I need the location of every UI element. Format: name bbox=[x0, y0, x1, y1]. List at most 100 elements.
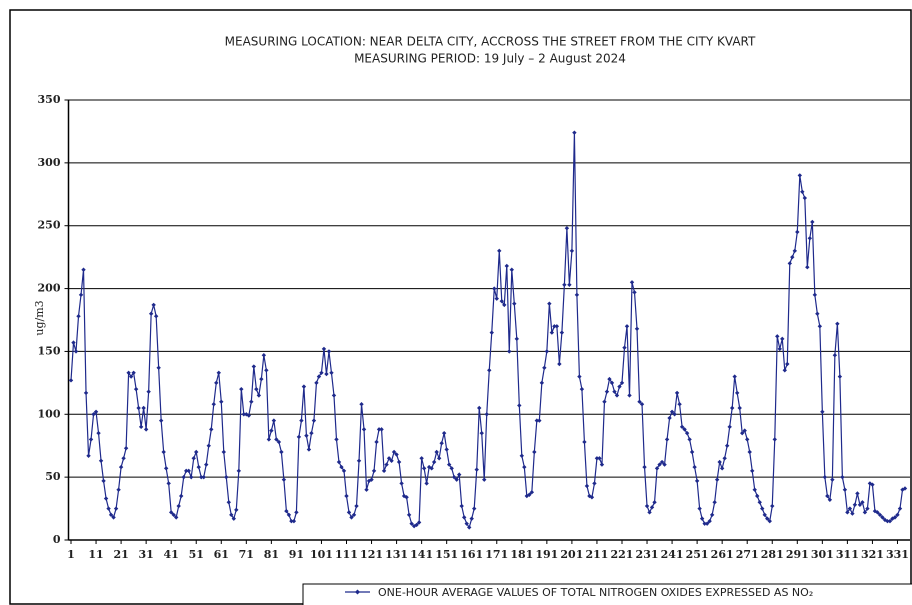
x-tick-label: 51 bbox=[189, 548, 204, 561]
data-point bbox=[349, 515, 354, 520]
data-point bbox=[544, 349, 550, 354]
data-point bbox=[301, 384, 307, 389]
data-point bbox=[379, 427, 384, 432]
y-tick-label: 300 bbox=[38, 156, 61, 169]
data-point bbox=[467, 525, 472, 530]
x-tick-label: 251 bbox=[686, 548, 709, 561]
x-tick-label: 111 bbox=[335, 548, 358, 561]
data-point bbox=[431, 459, 437, 465]
x-tick-label: 211 bbox=[585, 548, 608, 561]
data-point bbox=[657, 462, 662, 467]
x-tick-label: 281 bbox=[761, 548, 784, 561]
data-point bbox=[441, 430, 447, 436]
data-point bbox=[241, 412, 247, 417]
y-tick-label: 350 bbox=[38, 93, 61, 106]
data-point bbox=[341, 468, 347, 474]
data-point bbox=[709, 512, 715, 518]
data-point bbox=[406, 512, 412, 518]
data-point bbox=[860, 500, 865, 505]
data-point bbox=[326, 349, 332, 354]
data-point bbox=[239, 386, 244, 392]
data-point bbox=[419, 456, 424, 461]
x-tick-label: 271 bbox=[736, 548, 759, 561]
data-point bbox=[559, 330, 565, 335]
data-point bbox=[359, 402, 364, 407]
data-point bbox=[136, 405, 141, 411]
data-point bbox=[133, 386, 139, 392]
data-point bbox=[236, 468, 242, 474]
data-point bbox=[191, 456, 196, 461]
data-point bbox=[679, 424, 685, 430]
data-point bbox=[376, 427, 382, 432]
data-point bbox=[168, 510, 174, 515]
data-point bbox=[599, 462, 605, 467]
data-point bbox=[607, 376, 612, 382]
data-point bbox=[689, 449, 695, 455]
x-tick-label: 311 bbox=[836, 548, 859, 561]
data-point bbox=[569, 248, 575, 254]
data-point bbox=[837, 374, 843, 379]
data-point bbox=[787, 261, 792, 266]
data-point bbox=[852, 502, 858, 507]
data-point bbox=[729, 405, 735, 411]
data-point bbox=[381, 468, 387, 474]
data-point bbox=[354, 503, 359, 509]
data-point bbox=[329, 370, 334, 375]
data-point bbox=[81, 267, 86, 272]
data-point bbox=[742, 428, 747, 433]
data-point bbox=[842, 487, 848, 492]
data-point bbox=[887, 518, 893, 524]
data-point bbox=[509, 267, 514, 272]
data-point bbox=[73, 349, 79, 354]
data-point bbox=[850, 511, 855, 516]
data-point bbox=[128, 374, 134, 379]
data-point bbox=[464, 521, 469, 526]
data-point bbox=[902, 486, 908, 491]
data-point bbox=[421, 466, 427, 471]
x-tick-label: 131 bbox=[385, 548, 408, 561]
data-point bbox=[386, 456, 392, 461]
data-point bbox=[76, 314, 81, 319]
data-point bbox=[404, 495, 409, 500]
data-point bbox=[812, 292, 818, 298]
data-point bbox=[226, 500, 231, 505]
data-point bbox=[740, 430, 745, 436]
data-point bbox=[371, 468, 377, 474]
data-point bbox=[825, 493, 830, 499]
data-point bbox=[153, 314, 159, 319]
data-point bbox=[324, 371, 329, 377]
x-tick-label: 1 bbox=[67, 548, 75, 561]
data-point bbox=[592, 481, 597, 486]
legend-box bbox=[302, 583, 912, 605]
data-point bbox=[304, 433, 309, 438]
data-point bbox=[209, 427, 214, 432]
data-point bbox=[291, 518, 297, 524]
data-point bbox=[173, 515, 179, 520]
data-point bbox=[399, 481, 404, 486]
data-point bbox=[98, 458, 104, 463]
data-point bbox=[179, 493, 184, 499]
data-point bbox=[747, 449, 752, 455]
data-point bbox=[629, 280, 635, 285]
data-point bbox=[562, 282, 567, 287]
data-point bbox=[534, 418, 540, 423]
data-point bbox=[817, 324, 823, 329]
x-tick-label: 11 bbox=[88, 548, 103, 561]
data-point bbox=[384, 462, 389, 467]
data-point bbox=[234, 507, 239, 513]
data-point bbox=[216, 370, 221, 375]
data-point bbox=[827, 497, 833, 502]
data-point bbox=[446, 462, 452, 467]
data-point bbox=[895, 512, 900, 518]
data-point bbox=[732, 374, 737, 379]
data-point bbox=[507, 349, 512, 354]
data-point bbox=[687, 437, 692, 442]
data-point bbox=[88, 437, 94, 442]
data-point bbox=[264, 368, 269, 373]
data-point bbox=[171, 512, 176, 518]
data-point bbox=[775, 334, 780, 339]
data-point bbox=[582, 439, 587, 445]
data-point bbox=[414, 522, 419, 528]
data-point bbox=[411, 523, 417, 529]
data-point bbox=[554, 324, 560, 329]
